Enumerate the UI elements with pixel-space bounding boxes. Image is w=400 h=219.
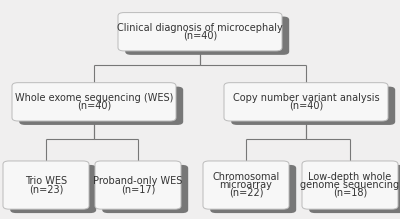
Text: Copy number variant analysis: Copy number variant analysis <box>233 93 379 103</box>
Text: Clinical diagnosis of microcephaly: Clinical diagnosis of microcephaly <box>117 23 283 33</box>
FancyBboxPatch shape <box>203 161 289 209</box>
FancyBboxPatch shape <box>10 165 96 213</box>
FancyBboxPatch shape <box>309 165 400 213</box>
Text: (n=22): (n=22) <box>229 188 263 198</box>
Text: Low-depth whole: Low-depth whole <box>308 172 392 182</box>
Text: (n=40): (n=40) <box>77 101 111 111</box>
Text: Whole exome sequencing (WES): Whole exome sequencing (WES) <box>15 93 173 103</box>
FancyBboxPatch shape <box>95 161 181 209</box>
Text: Trio WES: Trio WES <box>25 176 67 186</box>
Text: (n=18): (n=18) <box>333 188 367 198</box>
FancyBboxPatch shape <box>125 17 289 55</box>
FancyBboxPatch shape <box>231 87 395 125</box>
FancyBboxPatch shape <box>19 87 183 125</box>
FancyBboxPatch shape <box>302 161 398 209</box>
FancyBboxPatch shape <box>102 165 188 213</box>
Text: (n=23): (n=23) <box>29 184 63 194</box>
Text: genome sequencing: genome sequencing <box>300 180 400 190</box>
Text: (n=17): (n=17) <box>121 184 155 194</box>
FancyBboxPatch shape <box>3 161 89 209</box>
Text: Proband-only WES: Proband-only WES <box>93 176 183 186</box>
Text: microarray: microarray <box>220 180 272 190</box>
FancyBboxPatch shape <box>118 13 282 51</box>
FancyBboxPatch shape <box>224 83 388 121</box>
FancyBboxPatch shape <box>12 83 176 121</box>
Text: Chromosomal: Chromosomal <box>212 172 280 182</box>
Text: (n=40): (n=40) <box>289 101 323 111</box>
Text: (n=40): (n=40) <box>183 31 217 41</box>
FancyBboxPatch shape <box>210 165 296 213</box>
